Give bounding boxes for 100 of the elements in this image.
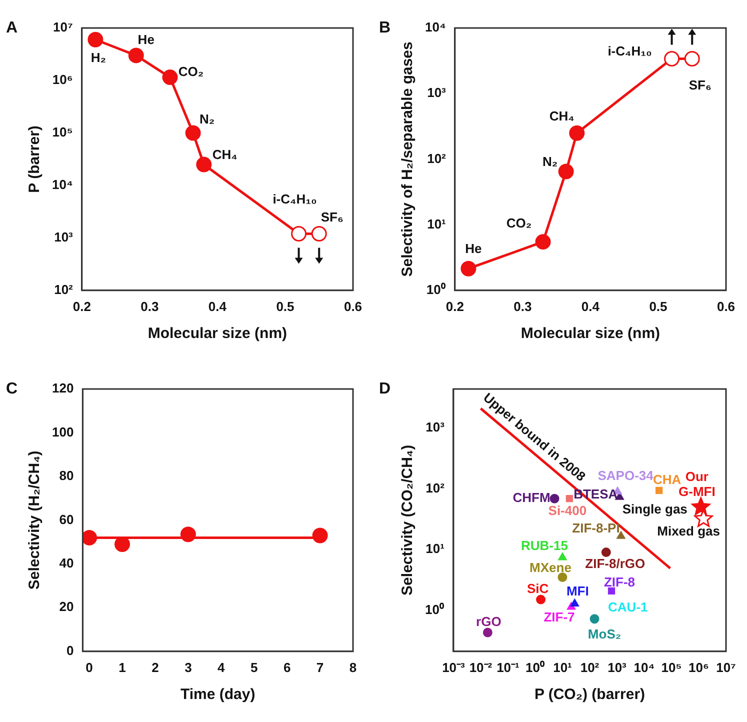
y-tick-label: 80 [59,468,74,484]
annotation: CH₄ [212,147,238,162]
point [311,226,327,242]
series-label: RUB-15 [520,538,568,554]
point [312,528,328,544]
point [185,125,201,141]
series-label: Single gas [622,502,688,517]
y-tick-label: 120 [52,380,74,396]
annotation: SF₆ [688,77,712,92]
y-tick-label: 10⁶ [52,72,73,88]
series-label: ZIF-8-PI [572,520,620,536]
series-label: ZIF-8 [604,574,636,590]
y-tick-label: 10⁴ [425,20,446,35]
annotation: N₂ [542,154,558,170]
point [128,48,144,64]
x-tick-label: 2 [152,660,159,675]
annotation: N₂ [199,112,215,127]
annotation: CH₄ [549,108,574,124]
x-tick-label: 0.2 [72,298,91,314]
x-tick-label: 10³ [608,660,628,675]
y-tick-label: 20 [59,599,74,614]
x-tick-label: 10⁰ [525,660,545,675]
x-tick-label: 10⁻¹ [496,660,520,675]
annotation: CO₂ [178,64,204,79]
x-tick-label: 1 [118,660,126,675]
y-tick-label: 10¹ [427,216,446,232]
chart-title: B [379,19,391,36]
annotation: He [465,241,482,256]
y-axis-title: Selectivity (CO₂/CH₄) [399,444,416,596]
y-tick-label: 10¹ [426,541,444,556]
y-tick-label: 10⁰ [426,282,446,297]
point [196,156,212,172]
x-tick-label: 0.3 [140,298,159,314]
y-tick-label: 10² [427,150,447,166]
x-tick-label: 10⁴ [634,660,655,675]
series-label: ZIF-8/rGO [585,556,646,571]
x-tick-label: 6 [283,660,291,675]
x-axis-title: Time (day) [180,686,256,704]
x-tick-label: 7 [316,660,324,675]
point [558,164,574,180]
annotation: CAU-1 [608,600,648,615]
annotation: i-C₄H₁₀ [608,43,652,58]
x-tick-label: 10⁵ [661,660,682,675]
x-tick-label: 10¹ [553,660,572,675]
x-tick-label: 0.3 [514,298,532,314]
x-tick-label: 8 [349,660,357,675]
x-tick-label: 0.4 [581,298,600,314]
y-tick-label: 10³ [54,230,74,244]
y-tick-label: 10² [54,282,74,297]
series-label: MFI [566,583,589,598]
x-tick-label: 0.6 [716,298,736,314]
x-tick-label: 0.4 [208,298,228,314]
y-tick-label: 60 [59,512,74,527]
series-label: Si-400 [548,503,587,518]
x-tick-label: 10⁻² [469,660,493,675]
series-label: MXene [530,560,572,575]
x-axis-title: P (CO₂) (barrer) [534,686,646,704]
y-tick-label: 100 [52,424,74,440]
series-label: SAPO-34 [598,468,654,484]
chart-title: C [6,380,18,398]
chart-title: A [6,19,18,36]
series-label: SiC [526,581,550,596]
y-tick-label: 10⁰ [424,602,444,617]
series-label: Mixed gas [657,523,720,538]
point [162,70,178,86]
x-tick-label: 10⁷ [716,660,736,675]
y-axis-title: Selectivity of H₂/separable gases [399,42,416,277]
chart-title: D [379,380,391,398]
y-tick-label: 10³ [427,85,447,100]
y-tick-label: 40 [59,556,74,571]
x-tick-label: 10² [580,660,600,675]
point [291,226,307,242]
point [460,260,476,276]
series-label: ZIF-7 [544,610,575,625]
series-label: CHFM [512,490,550,506]
x-tick-label: 0.5 [276,298,294,314]
y-tick-label: 10³ [426,420,446,435]
x-tick-label: 5 [250,660,258,675]
annotation: SF₆ [320,209,344,224]
annotation: i-C₄H₁₀ [272,191,317,206]
y-tick-label: 0 [66,642,74,658]
y-tick-label: 10⁴ [52,177,73,192]
annotation: He [138,32,154,48]
point [535,234,551,250]
x-tick-label: 4 [218,660,226,675]
x-tick-label: 0 [86,660,93,675]
y-tick-label: 10⁵ [52,124,73,140]
point [569,125,585,141]
point [684,50,700,66]
x-tick-label: 10⁻³ [442,660,466,675]
x-tick-label: 0.2 [446,298,464,314]
y-axis-title: P (barrer) [26,126,44,193]
x-axis-title: Molecular size (nm) [520,325,660,342]
point [180,526,196,542]
y-tick-label: 10⁷ [53,20,73,35]
x-tick-label: 3 [184,660,192,675]
x-tick-label: 10⁶ [688,660,709,675]
series-label: rGO [476,614,502,630]
series-label: MoS₂ [588,626,622,642]
point [82,530,98,546]
